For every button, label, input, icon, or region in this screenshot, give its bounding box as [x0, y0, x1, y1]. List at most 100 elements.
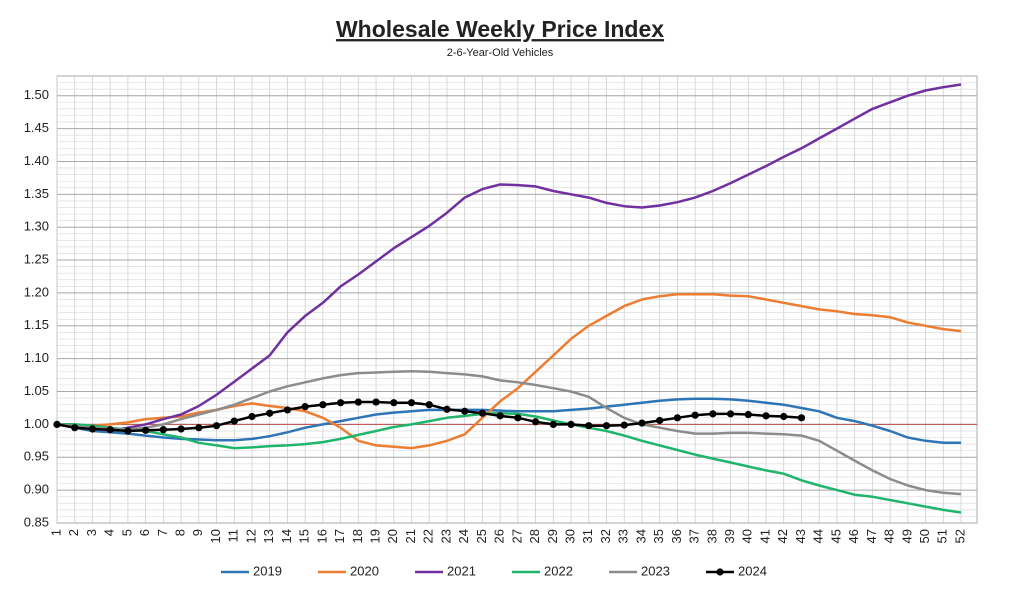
- series-marker: [461, 407, 469, 415]
- series-marker: [638, 419, 646, 427]
- series-marker: [354, 398, 362, 406]
- x-tick-label: 46: [846, 529, 861, 543]
- series-marker: [602, 422, 611, 430]
- x-tick-label: 30: [562, 529, 577, 543]
- x-tick-label: 11: [226, 529, 241, 543]
- series-marker: [195, 424, 203, 432]
- series-marker: [301, 403, 309, 411]
- x-tick-label: 22: [421, 529, 436, 543]
- y-tick-label: 1.25: [24, 251, 49, 266]
- series-marker: [372, 398, 380, 406]
- series-marker: [71, 424, 79, 432]
- series-marker: [177, 425, 185, 433]
- x-tick-label: 12: [243, 529, 258, 543]
- series-marker: [585, 422, 593, 430]
- y-tick-label: 1.00: [24, 416, 49, 431]
- x-tick-label: 24: [456, 529, 471, 543]
- x-tick-label: 20: [385, 529, 400, 543]
- series-marker: [780, 412, 788, 421]
- series-marker: [656, 416, 664, 425]
- y-tick-label: 0.90: [24, 482, 49, 497]
- series-marker: [248, 412, 256, 421]
- y-tick-label: 1.10: [24, 350, 49, 365]
- x-tick-label: 40: [740, 529, 755, 543]
- chart-subtitle: 2-6-Year-Old Vehicles: [447, 47, 554, 59]
- series-marker: [53, 420, 61, 428]
- x-tick-label: 34: [633, 529, 648, 543]
- x-tick-label: 14: [279, 529, 294, 543]
- series-marker: [567, 420, 575, 428]
- x-tick-label: 23: [438, 529, 453, 543]
- x-tick-label: 45: [828, 529, 843, 543]
- x-tick-label: 8: [173, 529, 188, 536]
- series-marker: [478, 409, 487, 417]
- series-marker: [549, 420, 557, 428]
- x-tick-label: 15: [297, 529, 312, 543]
- series-marker: [744, 410, 752, 419]
- series-marker: [319, 401, 327, 409]
- y-tick-label: 1.50: [24, 87, 49, 102]
- series-marker: [620, 421, 628, 429]
- legend-label: 2024: [738, 563, 767, 578]
- x-tick-label: 6: [137, 529, 152, 536]
- series-marker: [709, 410, 717, 418]
- legend-label: 2022: [544, 563, 573, 578]
- x-tick-label: 13: [261, 529, 276, 543]
- x-tick-label: 43: [793, 529, 808, 543]
- x-tick-label: 1: [48, 529, 63, 536]
- x-tick-label: 16: [314, 529, 329, 543]
- x-tick-label: 18: [350, 529, 365, 543]
- x-tick-label: 42: [775, 529, 790, 543]
- x-tick-label: 9: [190, 529, 205, 536]
- series-marker: [142, 426, 150, 434]
- series-line: [56, 369, 962, 496]
- y-tick-label: 1.45: [24, 120, 49, 135]
- series-marker: [337, 399, 345, 407]
- x-tick-label: 39: [722, 529, 737, 543]
- x-tick-label: 41: [757, 529, 772, 543]
- x-tick-label: 37: [687, 529, 702, 543]
- x-tick-label: 2: [66, 529, 81, 536]
- x-tick-label: 29: [545, 529, 560, 543]
- series-marker: [159, 426, 167, 434]
- series-marker: [797, 414, 806, 422]
- y-tick-label: 1.20: [24, 284, 49, 299]
- x-tick-label: 38: [704, 529, 719, 543]
- x-tick-label: 48: [882, 529, 897, 543]
- x-tick-label: 7: [155, 529, 170, 536]
- series-marker: [407, 399, 416, 407]
- series-marker: [496, 412, 504, 420]
- legend-label: 2023: [641, 563, 670, 578]
- series-marker: [726, 410, 735, 418]
- series-marker: [283, 406, 292, 414]
- x-tick-label: 31: [580, 529, 595, 543]
- x-tick-label: 47: [864, 529, 879, 543]
- x-tick-label: 25: [474, 529, 489, 543]
- x-tick-label: 3: [84, 529, 99, 536]
- series-marker: [124, 427, 132, 435]
- x-tick-label: 28: [527, 529, 542, 543]
- y-tick-label: 1.05: [24, 383, 49, 398]
- series-marker: [106, 426, 114, 434]
- y-tick-label: 1.30: [24, 219, 49, 234]
- y-tick-label: 1.15: [24, 317, 49, 332]
- y-tick-label: 1.40: [24, 153, 49, 168]
- series-marker: [212, 422, 221, 430]
- x-tick-label: 36: [669, 529, 684, 543]
- series-line: [57, 411, 962, 514]
- x-tick-label: 32: [598, 529, 613, 543]
- x-tick-label: 19: [367, 529, 382, 543]
- x-tick-label: 27: [509, 529, 524, 543]
- x-tick-label: 21: [403, 529, 418, 543]
- series-marker: [673, 414, 681, 422]
- x-tick-label: 17: [332, 529, 347, 543]
- legend-label: 2021: [447, 563, 476, 578]
- series-marker: [691, 411, 699, 419]
- x-tick-label: 35: [651, 529, 666, 543]
- series-marker: [390, 399, 398, 407]
- series-marker: [266, 409, 274, 417]
- x-tick-label: 33: [616, 529, 631, 543]
- y-tick-label: 0.85: [24, 514, 49, 529]
- x-tick-label: 52: [952, 529, 967, 543]
